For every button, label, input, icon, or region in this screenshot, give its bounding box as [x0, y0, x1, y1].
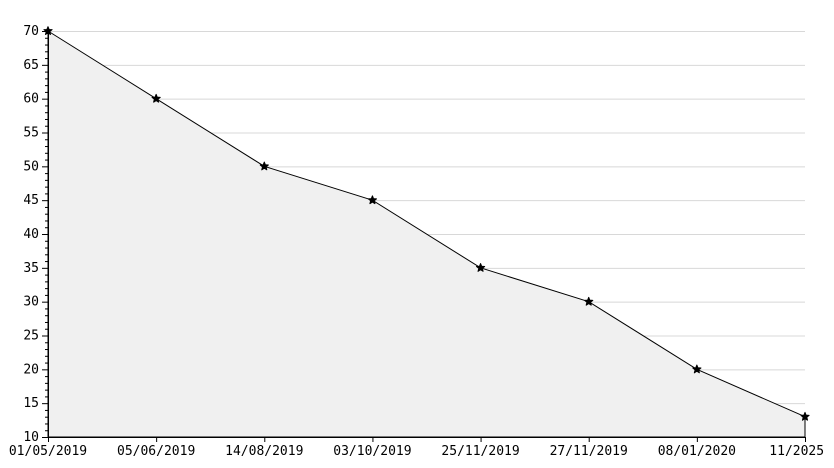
data-point-marker: [475, 263, 486, 272]
y-axis-tick-label: 65: [23, 58, 39, 73]
y-axis-tick-label: 20: [23, 362, 39, 377]
y-axis-tick-label: 50: [23, 159, 39, 174]
data-point-marker: [43, 26, 53, 35]
x-axis-tick-label: 03/10/2019: [333, 444, 411, 459]
y-axis-tick-label: 40: [23, 227, 39, 242]
y-axis-tick-label: 30: [23, 295, 39, 310]
y-axis-tick-label: 70: [23, 24, 39, 39]
y-axis-tick-label: 55: [23, 126, 39, 141]
data-point-marker: [692, 364, 702, 374]
x-axis-tick-label: 05/06/2019: [117, 444, 195, 459]
data-point-marker: [584, 296, 594, 306]
data-point-marker: [259, 161, 269, 171]
y-axis-tick-label: 15: [23, 396, 39, 411]
x-axis-tick-label: 27/11/2019: [550, 444, 628, 459]
x-axis-tick-label: 08/01/2020: [658, 444, 736, 459]
y-axis-tick-label: 10: [23, 430, 39, 445]
x-axis-tick-label: 01/05/2019: [9, 444, 87, 459]
x-axis-tick-label: 25/11/2019: [441, 444, 519, 459]
y-axis-tick-label: 25: [23, 329, 39, 344]
y-axis-tick-label: 45: [23, 193, 39, 208]
y-axis-tick-label: 35: [23, 261, 39, 276]
data-point-marker: [151, 93, 161, 103]
x-axis-tick-label: 14/08/2019: [225, 444, 303, 459]
data-point-marker: [367, 195, 378, 205]
x-axis-tick-label: 11/2025: [769, 444, 824, 459]
data-point-marker: [800, 411, 810, 421]
y-axis-tick-label: 60: [23, 92, 39, 107]
